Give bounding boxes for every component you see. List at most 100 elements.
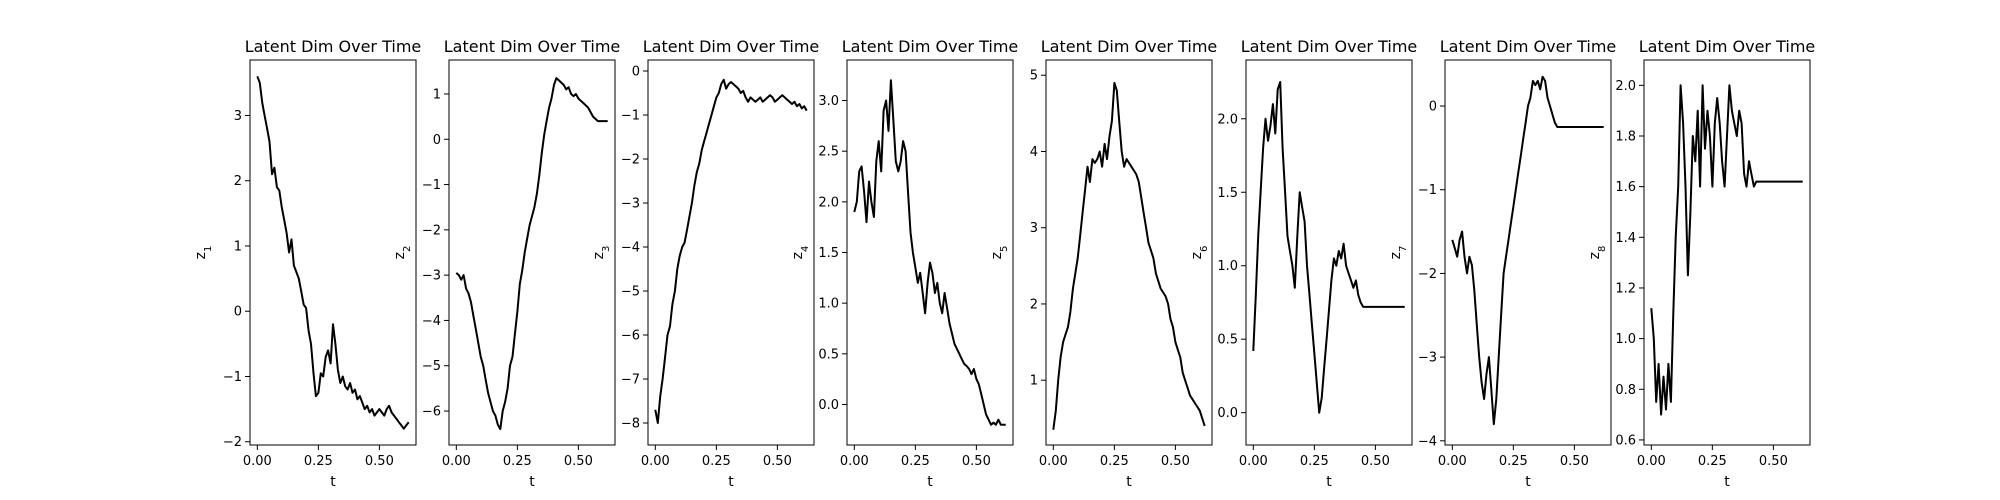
- y-tick-label: 0.0: [1217, 406, 1238, 421]
- x-axis-label: t: [728, 474, 734, 490]
- y-tick-label: 2.0: [1615, 79, 1636, 94]
- y-tick-label: −8: [621, 417, 640, 432]
- x-axis-label: t: [1326, 474, 1332, 490]
- y-axis-label-base: z: [392, 252, 408, 259]
- series-line-1: [1451, 75, 1604, 426]
- subplot-3: Latent Dim Over Time 0.00 0.25 0.50 −8 −7 −6 −5…: [591, 37, 819, 490]
- y-axis-label: z6: [1189, 246, 1210, 260]
- y-tick-label: 5: [1030, 69, 1038, 84]
- chart-title: Latent Dim Over Time: [245, 37, 422, 56]
- y-axis-label-subscript: 1: [203, 246, 214, 252]
- x-tick-label: 0.50: [962, 454, 991, 469]
- y-axis-label: z2: [392, 246, 413, 260]
- y-axis-label-subscript: 7: [1398, 246, 1409, 252]
- x-axis-label: t: [1724, 474, 1730, 490]
- subplot-6: Latent Dim Over Time 0.00 0.25 0.50 0.0 0.5 1.…: [1189, 37, 1417, 490]
- x-tick-label: 0.50: [365, 454, 394, 469]
- subplot-7: Latent Dim Over Time 0.00 0.25 0.50 −4 −3 −2 −1…: [1388, 37, 1616, 490]
- y-tick-label: 1.0: [1615, 332, 1636, 347]
- chart-title: Latent Dim Over Time: [1440, 37, 1617, 56]
- y-tick-label: 0.5: [1217, 333, 1238, 348]
- y-tick-label: 0: [433, 133, 441, 148]
- x-axis-label: t: [529, 474, 535, 490]
- y-tick-label: 1.0: [818, 297, 839, 312]
- y-tick-label: −1: [422, 178, 441, 193]
- y-tick-label: 0.5: [818, 347, 839, 362]
- y-tick-label: −2: [422, 223, 441, 238]
- y-axis-label: z3: [591, 246, 612, 260]
- x-tick-label: 0.25: [304, 454, 333, 469]
- x-tick-label: 0.50: [564, 454, 593, 469]
- y-tick-label: 0.0: [818, 398, 839, 413]
- x-tick-label: 0.00: [1039, 454, 1068, 469]
- series-line-1: [455, 77, 608, 431]
- y-tick-label: −5: [422, 359, 441, 374]
- x-tick-label: 0.00: [1438, 454, 1467, 469]
- y-axis-label: z1: [193, 246, 214, 260]
- chart-title: Latent Dim Over Time: [842, 37, 1019, 56]
- x-tick-label: 0.50: [1361, 454, 1390, 469]
- x-axis-label: t: [330, 474, 336, 490]
- y-tick-label: 3.0: [818, 94, 839, 109]
- x-tick-label: 0.25: [503, 454, 532, 469]
- y-axis-label-subscript: 8: [1597, 246, 1608, 252]
- y-tick-label: 1: [1030, 374, 1038, 389]
- y-tick-label: 0: [632, 65, 640, 80]
- x-tick-label: 0.00: [840, 454, 869, 469]
- chart-title: Latent Dim Over Time: [1241, 37, 1418, 56]
- plot-frame: [846, 59, 1014, 446]
- x-tick-label: 0.00: [1637, 454, 1666, 469]
- series-line-1: [1650, 84, 1803, 416]
- plot-frame: [1245, 59, 1413, 446]
- series-line-1: [853, 79, 1006, 426]
- x-tick-label: 0.25: [702, 454, 731, 469]
- y-tick-label: 0.6: [1615, 433, 1636, 448]
- x-tick-label: 0.25: [1499, 454, 1528, 469]
- y-tick-label: 1: [433, 87, 441, 102]
- y-axis-label-subscript: 4: [800, 246, 811, 252]
- x-tick-label: 0.25: [1698, 454, 1727, 469]
- x-tick-label: 0.00: [1239, 454, 1268, 469]
- x-tick-label: 0.50: [763, 454, 792, 469]
- x-axis-label: t: [927, 474, 933, 490]
- series-line-1: [256, 75, 410, 430]
- y-axis-label-base: z: [591, 252, 607, 259]
- y-tick-label: −4: [621, 241, 640, 256]
- x-tick-label: 0.25: [1100, 454, 1129, 469]
- y-axis-label: z7: [1388, 246, 1409, 260]
- plot-frame: [1045, 59, 1213, 446]
- y-tick-label: 1: [234, 239, 242, 254]
- subplot-1: Latent Dim Over Time 0.00 0.25 0.50 −2 −1 0 1 2 3…: [193, 37, 421, 490]
- y-tick-label: 1.0: [1217, 259, 1238, 274]
- y-tick-label: −2: [621, 153, 640, 168]
- y-tick-label: 4: [1030, 145, 1038, 160]
- chart-title: Latent Dim Over Time: [643, 37, 820, 56]
- chart-title: Latent Dim Over Time: [1041, 37, 1218, 56]
- y-axis-label: z5: [989, 246, 1010, 260]
- x-tick-label: 0.00: [243, 454, 272, 469]
- y-tick-label: −1: [223, 370, 242, 385]
- y-tick-label: −1: [1418, 183, 1437, 198]
- y-axis-label: z8: [1587, 246, 1608, 260]
- y-axis-label: z4: [790, 246, 811, 260]
- series-line-1: [1252, 81, 1405, 414]
- subplot-2: Latent Dim Over Time 0.00 0.25 0.50 −6 −5 −4 −3…: [392, 37, 620, 490]
- chart-title: Latent Dim Over Time: [1639, 37, 1816, 56]
- series-line-1: [1052, 81, 1206, 430]
- y-tick-label: −3: [422, 269, 441, 284]
- y-axis-label-base: z: [1189, 252, 1205, 259]
- y-tick-label: −4: [422, 314, 441, 329]
- y-tick-label: −2: [1418, 267, 1437, 282]
- y-tick-label: 1.4: [1615, 231, 1636, 246]
- y-tick-label: 3: [1030, 221, 1038, 236]
- y-tick-label: −2: [223, 435, 242, 450]
- x-tick-label: 0.00: [641, 454, 670, 469]
- y-tick-label: −4: [1418, 434, 1437, 449]
- plot-frame: [647, 59, 815, 446]
- y-tick-label: −6: [621, 329, 640, 344]
- y-tick-label: 2: [234, 174, 242, 189]
- y-tick-label: 1.5: [1217, 186, 1238, 201]
- x-tick-label: 0.00: [442, 454, 471, 469]
